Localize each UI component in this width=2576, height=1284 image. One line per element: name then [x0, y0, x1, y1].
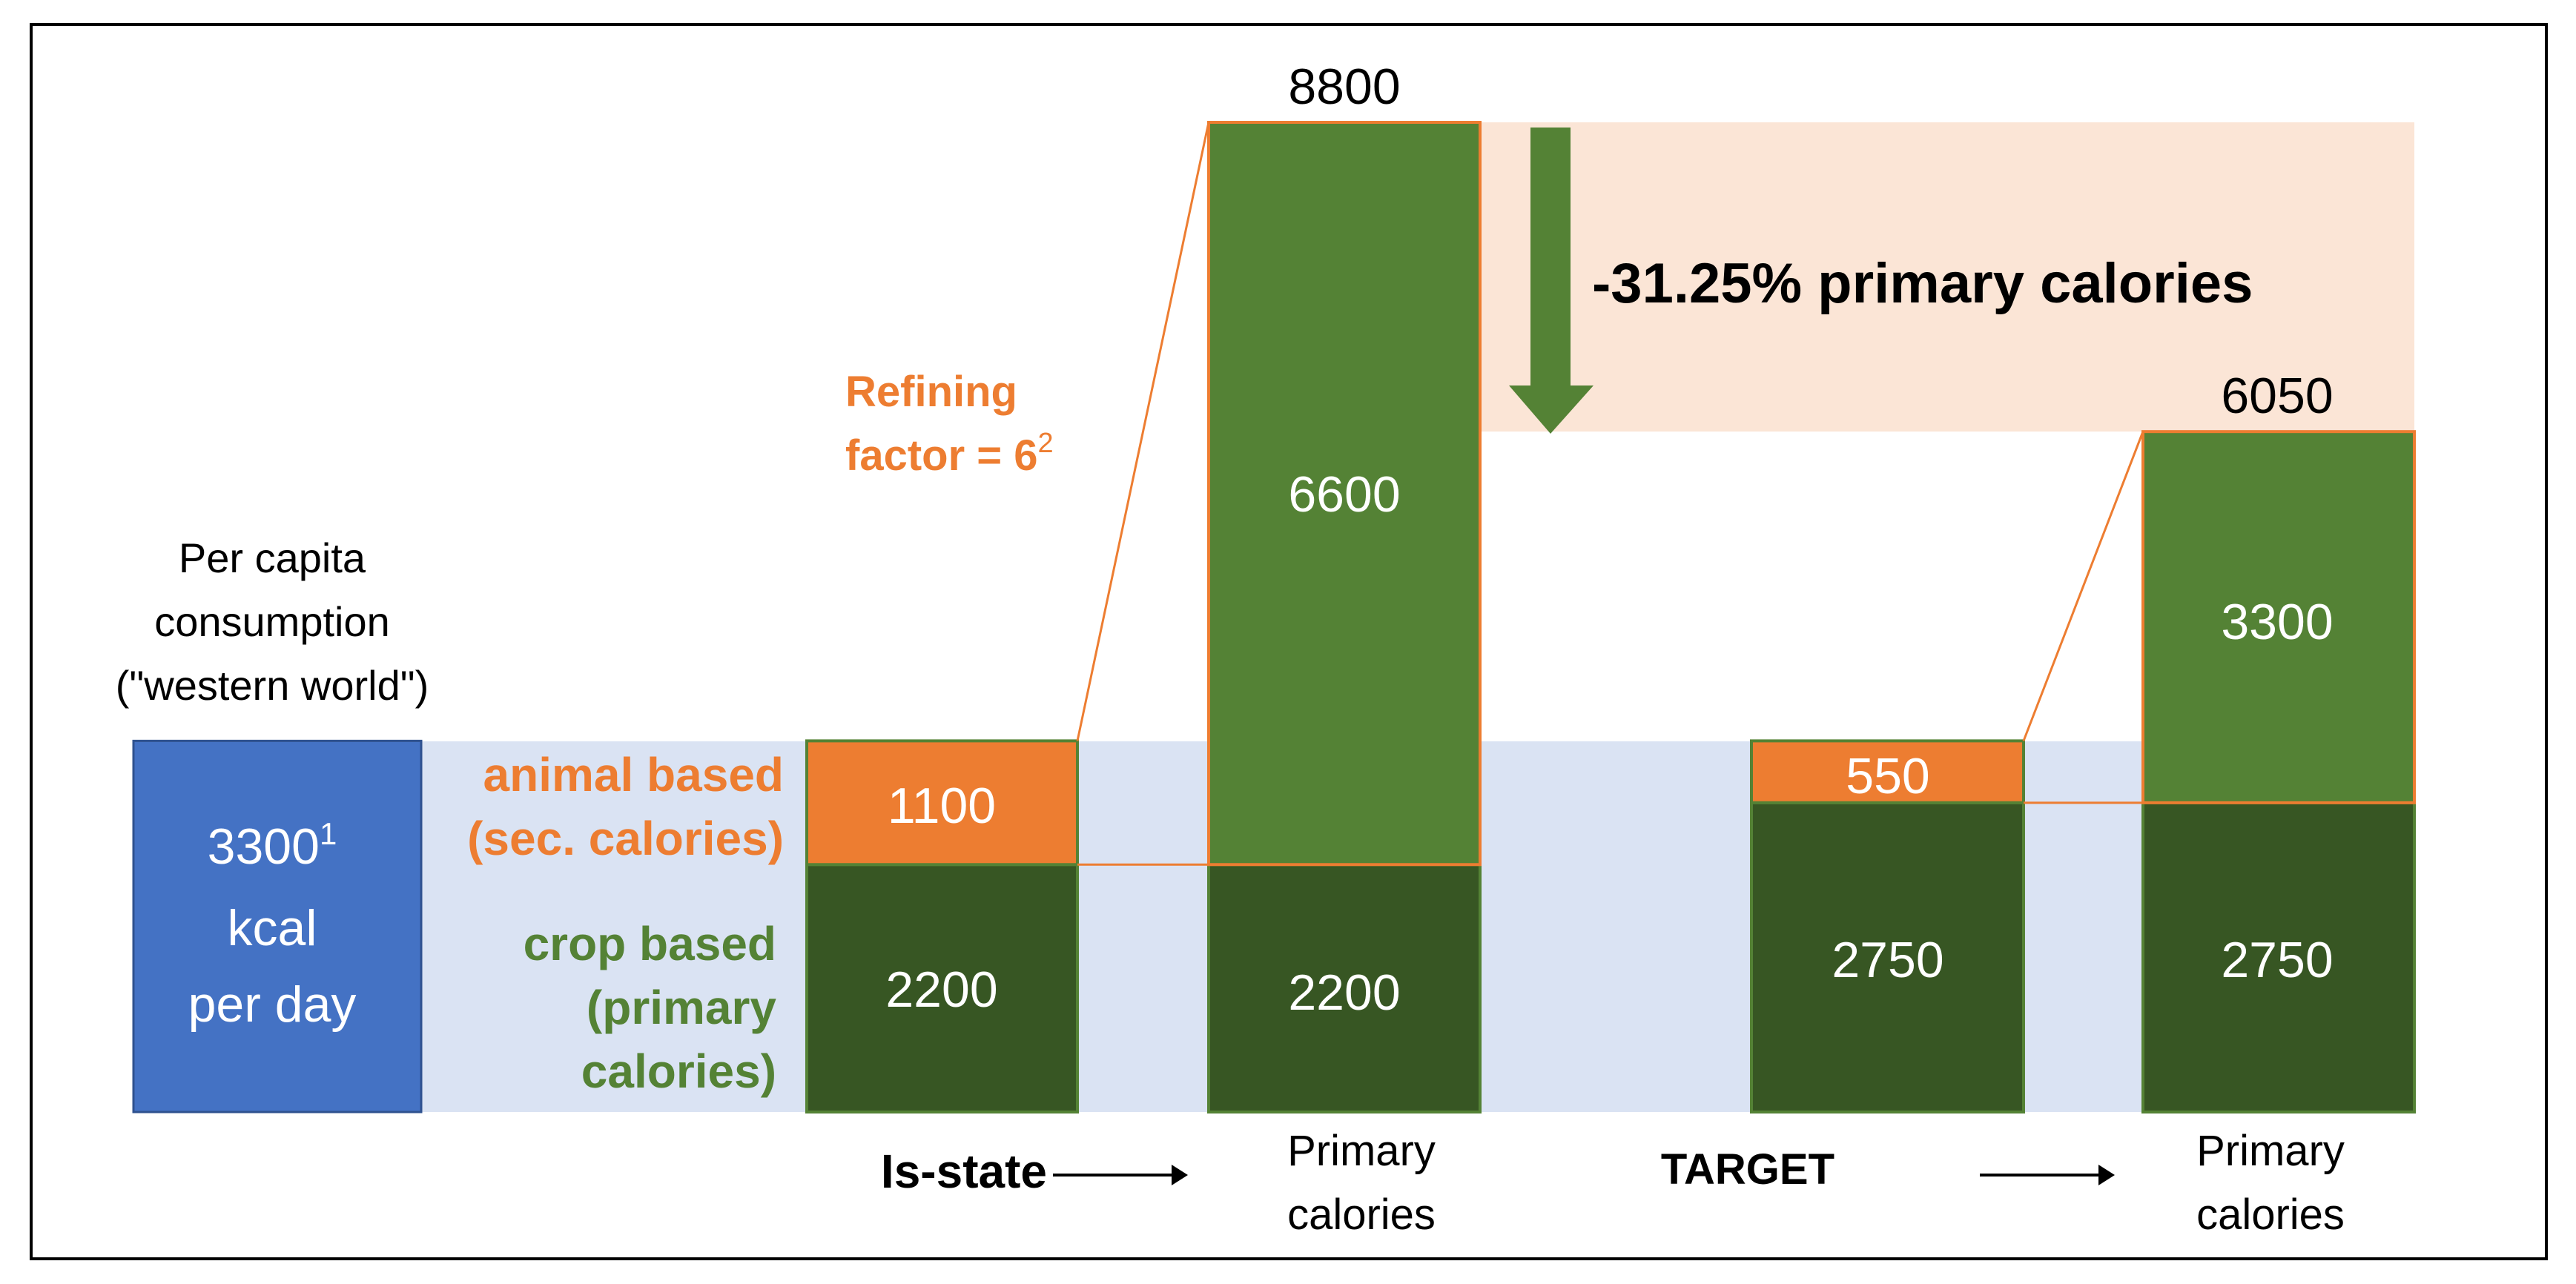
bar-is-state-crop: [805, 863, 1079, 1113]
xaxis-primary-2-line-1: Primary: [2196, 1127, 2345, 1175]
bar-is-state-animal: [805, 739, 1079, 867]
bar-primary-2-crop: [2141, 801, 2416, 1113]
per-capita-value: 33001: [208, 816, 337, 875]
label-is-animal: 1100: [888, 778, 996, 834]
xaxis-target: TARGET: [1661, 1145, 1834, 1194]
reduction-annotation: -31.25% primary calories: [1592, 252, 2253, 315]
bar-target-animal: [1750, 739, 2025, 804]
legend-crop-line-3: calories): [581, 1045, 776, 1098]
per-capita-caption-line-2: consumption: [154, 598, 390, 645]
bar-primary-1-crop: [1207, 863, 1482, 1113]
connector-is-top: [1076, 122, 1210, 741]
legend-crop-line-2: (primary: [587, 981, 777, 1034]
per-capita-unit-line-1: kcal: [228, 900, 317, 956]
xaxis-is-state: Is-state: [881, 1145, 1047, 1198]
label-prim1-crop: 2200: [1288, 964, 1400, 1021]
label-target-animal: 550: [1846, 748, 1929, 804]
legend-animal-line-1: animal based: [483, 748, 785, 801]
frame-border: [30, 23, 2548, 1260]
connector-target-top: [2022, 431, 2144, 741]
per-capita-unit-line-2: per day: [188, 976, 357, 1033]
bar-primary-2-animal-primary: [2141, 430, 2416, 804]
label-prim2-animal: 3300: [2221, 594, 2333, 650]
xaxis-primary-1-line-2: calories: [1287, 1191, 1436, 1239]
target-arrow-icon: [1980, 1165, 2115, 1185]
refining-annotation-footnote: 2: [1038, 428, 1054, 459]
label-prim2-total: 6050: [2221, 368, 2333, 424]
bar-target-crop: [1750, 801, 2025, 1113]
reduction-arrow-icon: [1509, 128, 1594, 434]
per-capita-value-footnote: 1: [320, 816, 337, 851]
label-is-crop: 2200: [885, 962, 997, 1018]
label-target-crop: 2750: [1832, 932, 1943, 988]
legend-crop-line-1: crop based: [524, 917, 776, 970]
label-prim2-crop: 2750: [2221, 932, 2333, 988]
refining-annotation-line-2: factor = 62: [845, 428, 1054, 480]
per-capita-caption-line-1: Per capita: [179, 535, 366, 581]
refining-annotation-line-1: Refining: [845, 368, 1017, 416]
label-prim1-total: 8800: [1288, 59, 1400, 115]
xaxis-primary-1-line-1: Primary: [1287, 1127, 1436, 1175]
legend-animal-line-2: (sec. calories): [467, 812, 784, 865]
xaxis-primary-2-line-2: calories: [2196, 1191, 2345, 1239]
label-prim1-animal: 6600: [1288, 466, 1400, 523]
per-capita-caption-line-3: ("western world"): [116, 662, 429, 709]
per-capita-box: [132, 739, 423, 1113]
is-state-arrow-icon: [1053, 1165, 1188, 1185]
bar-primary-1-animal-primary: [1207, 121, 1482, 867]
reduction-highlight: [1480, 122, 2414, 432]
